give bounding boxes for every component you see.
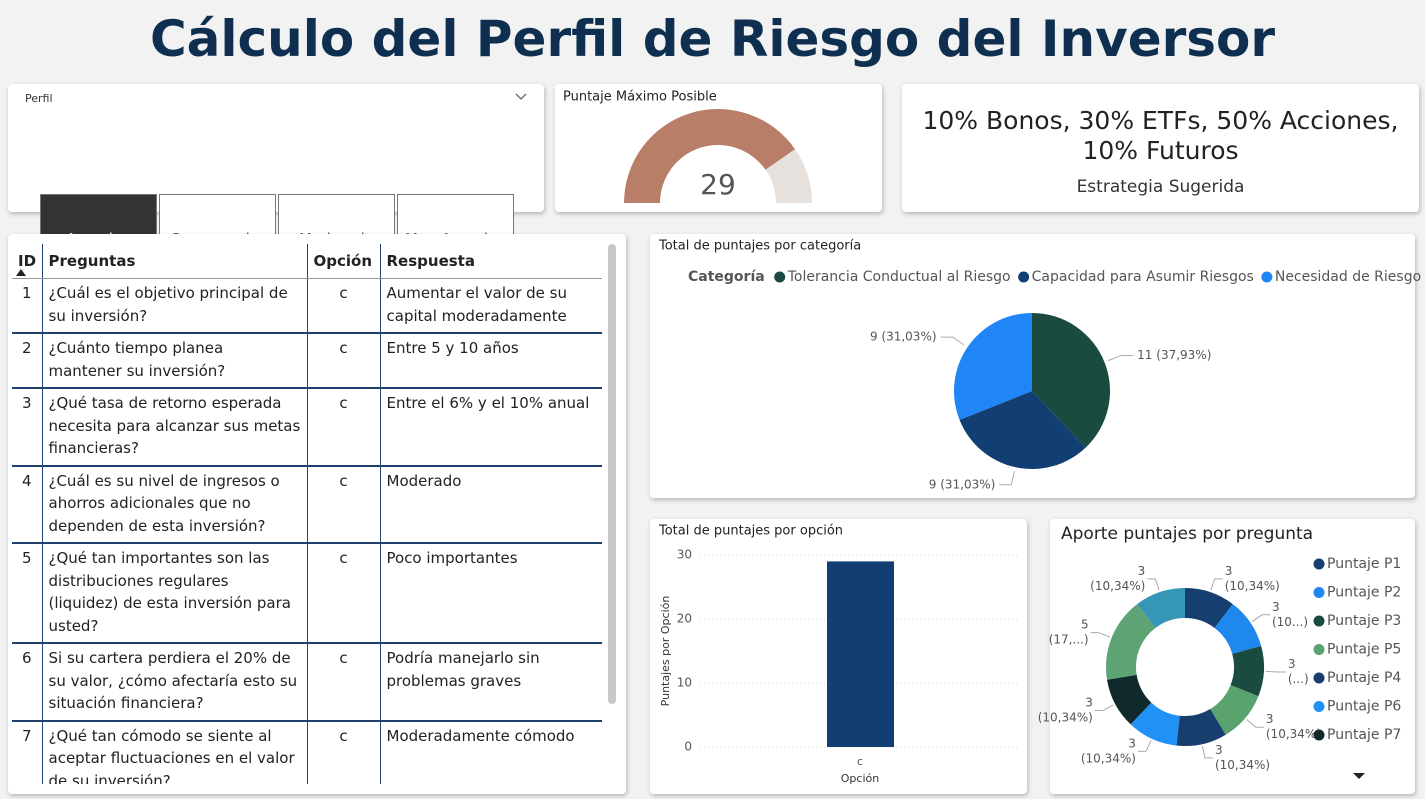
- slicer-label: Perfil: [25, 92, 53, 105]
- table-row: 4 ¿Cuál es su nivel de ingresos o ahorros…: [12, 465, 602, 544]
- table-row: 5 ¿Qué tan importantes son las distribuci…: [12, 543, 602, 644]
- table-cell: 6: [12, 643, 42, 722]
- table-cell: ¿Cuál es su nivel de ingresos o ahorros …: [41, 465, 307, 544]
- table-cell: c: [306, 643, 380, 722]
- table-cell: Entre 5 y 10 años: [379, 333, 602, 389]
- sort-indicator[interactable]: [16, 269, 26, 276]
- table-cell: c: [306, 720, 380, 784]
- table-cell: ¿Qué tan importantes son las distribucio…: [41, 543, 307, 644]
- table-cell: Podría manejarlo sin problemas graves: [379, 643, 602, 722]
- table-row: 6 Si su cartera perdiera el 20% de su val…: [12, 643, 602, 722]
- column-header: Preguntas: [41, 244, 307, 279]
- questions-table: ID Preguntas Opción Respuesta 1 ¿Cuál es el …: [12, 244, 602, 784]
- table-cell: 4: [12, 465, 42, 544]
- table-cell: c: [306, 278, 380, 334]
- table-cell: c: [306, 333, 380, 389]
- column-header: ID: [12, 244, 42, 279]
- table-cell: Si su cartera perdiera el 20% de su valo…: [41, 643, 307, 722]
- table-cell: ¿Cuál es el objetivo principal de su inv…: [41, 278, 307, 334]
- table-row: 3 ¿Qué tasa de retorno esperada necesita …: [12, 388, 602, 467]
- donut-panel: [1050, 519, 1415, 794]
- table-cell: 3: [12, 388, 42, 467]
- page-title: Cálculo del Perfil de Riesgo del Inverso…: [149, 10, 1276, 68]
- table-cell: ¿Qué tan cómodo se siente al aceptar flu…: [41, 720, 307, 784]
- table-cell: Poco importantes: [379, 543, 602, 644]
- table-cell: 7: [12, 720, 42, 784]
- bar-panel: [650, 519, 1027, 794]
- pie-panel: [650, 234, 1415, 498]
- table-row: 2 ¿Cuánto tiempo planea mantener su inver…: [12, 333, 602, 389]
- table-cell: 5: [12, 543, 42, 644]
- table-container: ID Preguntas Opción Respuesta 1 ¿Cuál es el …: [12, 244, 602, 784]
- slicer-panel: Perfil AgresivoConservadorModeradoMuy Ag…: [8, 84, 544, 284]
- table-cell: c: [306, 388, 380, 467]
- card-panel: 10% Bonos, 30% ETFs, 50% Acciones, 10% F…: [902, 84, 1419, 212]
- table-body: 1 ¿Cuál es el objetivo principal de su in…: [12, 278, 602, 784]
- scrollbar[interactable]: [608, 244, 616, 704]
- table-cell: 1: [12, 278, 42, 334]
- table-row: 7 ¿Qué tan cómodo se siente al aceptar fl…: [12, 720, 602, 784]
- table-cell: Aumentar el valor de su capital moderada…: [379, 278, 602, 334]
- table-cell: Entre el 6% y el 10% anual: [379, 388, 602, 467]
- table-header: ID Preguntas Opción Respuesta: [12, 244, 602, 279]
- column-header: Opción: [306, 244, 380, 279]
- table-cell: c: [306, 543, 380, 644]
- table-row: 1 ¿Cuál es el objetivo principal de su in…: [12, 278, 602, 334]
- table-cell: ¿Cuánto tiempo planea mantener su invers…: [41, 333, 307, 389]
- table-cell: Moderado: [379, 465, 602, 544]
- card-value: 10% Bonos, 30% ETFs, 50% Acciones, 10% F…: [922, 106, 1399, 165]
- table-cell: c: [306, 465, 380, 544]
- card-label: Estrategia Sugerida: [1076, 177, 1245, 197]
- slicer-chevron[interactable]: [515, 92, 527, 102]
- column-header: Respuesta: [379, 244, 602, 279]
- table-cell: 2: [12, 333, 42, 389]
- table-cell: Moderadamente cómodo: [379, 720, 602, 784]
- table-cell: ¿Qué tasa de retorno esperada necesita p…: [41, 388, 307, 467]
- gauge-panel: [555, 84, 882, 212]
